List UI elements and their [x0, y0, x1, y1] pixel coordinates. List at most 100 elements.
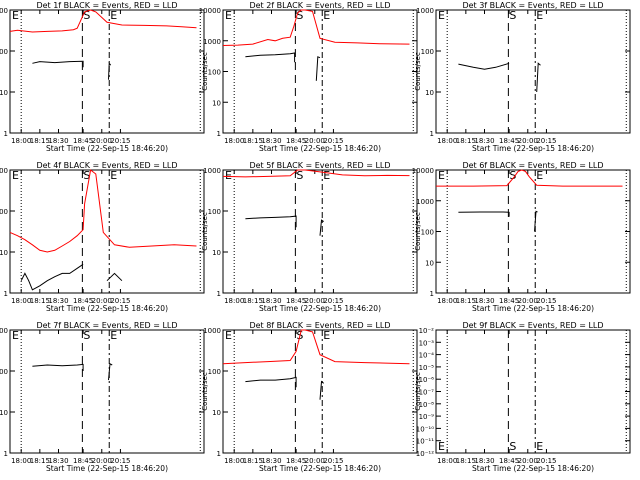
series-line: [245, 376, 297, 388]
x-tick-label: 18:15: [30, 137, 50, 145]
x-tick-label: 20:00: [518, 297, 538, 305]
series-line: [20, 263, 84, 291]
x-tick-label: 18:00: [11, 457, 31, 465]
marker-letter: E: [225, 169, 232, 182]
x-tick-label: 18:30: [474, 457, 494, 465]
panel-5: Det 5f BLACK = Events, RED = LLD Counts/s…: [201, 161, 418, 313]
marker-letter: S: [509, 9, 516, 22]
x-tick-label: 18:45: [286, 297, 306, 305]
marker-letter: S: [83, 9, 90, 22]
x-axis-label: Start Time (22-Sep-15 18:46:20): [259, 464, 381, 473]
y-tick-label: 100: [0, 48, 8, 56]
y-tick-label: 10⁻⁸: [419, 401, 435, 409]
plot-frame: [435, 329, 631, 454]
panel-title: Det 7f BLACK = Events, RED = LLD: [36, 321, 177, 330]
x-tick-label: 18:45: [73, 457, 93, 465]
y-tick-label: 100: [421, 48, 434, 56]
y-tick-label: 1: [430, 290, 434, 298]
marker-letter: E: [536, 9, 543, 22]
x-tick-label: 18:00: [224, 457, 244, 465]
x-tick-label: 18:30: [261, 297, 281, 305]
y-tick-label: 10⁻⁴: [419, 352, 435, 360]
y-axis-label: Counts/sec: [201, 212, 209, 251]
y-tick-label: 1000: [203, 167, 221, 175]
x-tick-label: 20:00: [92, 457, 112, 465]
y-tick-label: 10⁻⁵: [419, 364, 435, 372]
series-line: [108, 362, 113, 381]
x-tick-label: 18:15: [30, 297, 50, 305]
x-tick-label: 20:00: [92, 137, 112, 145]
x-tick-label: 18:00: [11, 137, 31, 145]
x-axis-label: Start Time (22-Sep-15 18:46:20): [46, 144, 168, 153]
y-tick-label: 10⁻¹⁰: [416, 425, 434, 433]
x-tick-label: 18:45: [286, 457, 306, 465]
plot-frame: [9, 169, 205, 294]
panel-title: Det 1f BLACK = Events, RED = LLD: [36, 1, 177, 10]
y-tick-label: 1: [4, 130, 8, 138]
panel-title: Det 5f BLACK = Events, RED = LLD: [249, 161, 390, 170]
x-tick-label: 18:30: [474, 297, 494, 305]
y-tick-label: 10⁻¹²: [416, 450, 434, 458]
panel-6: Det 6f BLACK = Events, RED = LLD Counts/s…: [412, 161, 631, 313]
x-tick-label: 20:15: [323, 297, 343, 305]
series-line: [315, 56, 321, 81]
marker-letter: S: [83, 169, 90, 182]
x-tick-label: 20:00: [305, 297, 325, 305]
y-tick-label: 10⁻¹¹: [416, 438, 434, 446]
x-tick-label: 18:45: [73, 297, 93, 305]
x-tick-label: 18:30: [261, 137, 281, 145]
x-tick-label: 18:15: [456, 297, 476, 305]
marker-letter: E: [536, 169, 543, 182]
y-tick-label: 100: [208, 368, 221, 376]
y-tick-label: 1: [4, 290, 8, 298]
x-axis-label: Start Time (22-Sep-15 18:46:20): [472, 144, 594, 153]
y-tick-label: 1: [217, 450, 221, 458]
y-axis-label: Counts/sec: [414, 52, 422, 91]
y-tick-label: 10⁻⁷: [419, 389, 435, 397]
marker-letter: E: [225, 9, 232, 22]
x-tick-label: 18:30: [48, 137, 68, 145]
x-tick-label: 18:45: [499, 137, 519, 145]
marker-letter: E: [12, 9, 19, 22]
marker-letter: E: [323, 9, 330, 22]
series-line: [9, 169, 197, 253]
x-tick-label: 18:30: [261, 457, 281, 465]
panel-title: Det 6f BLACK = Events, RED = LLD: [462, 161, 603, 170]
panel-1: Det 1f BLACK = Events, RED = LLDCounts/s…: [0, 1, 205, 153]
y-tick-label: 10: [212, 99, 221, 107]
y-axis-label: Counts/sec: [201, 52, 209, 91]
x-axis-label: Start Time (22-Sep-15 18:46:20): [472, 464, 594, 473]
y-tick-label: 10⁻³: [419, 339, 435, 347]
x-tick-label: 20:15: [536, 137, 556, 145]
marker-letter: S: [509, 440, 516, 453]
marker-letter: E: [438, 169, 445, 182]
y-tick-label: 10⁻⁶: [419, 376, 435, 384]
y-tick-label: 10⁻²: [419, 327, 435, 335]
y-tick-label: 1000: [0, 327, 8, 335]
y-tick-label: 10: [425, 259, 434, 267]
plot-frame: [435, 169, 631, 294]
plot-frame: [222, 9, 418, 134]
x-tick-label: 20:15: [110, 137, 130, 145]
x-axis-label: Start Time (22-Sep-15 18:46:20): [46, 304, 168, 313]
y-tick-label: 10: [0, 249, 8, 257]
series-line: [222, 329, 410, 365]
y-axis-label: Counts/sec: [414, 372, 422, 411]
plot-frame: [222, 329, 418, 454]
x-tick-label: 20:00: [305, 457, 325, 465]
series-line: [32, 363, 84, 371]
series-line: [536, 62, 541, 93]
x-tick-label: 20:15: [536, 457, 556, 465]
series-line: [222, 9, 410, 46]
x-axis-label: Start Time (22-Sep-15 18:46:20): [472, 304, 594, 313]
y-tick-label: 1: [4, 450, 8, 458]
panel-title: Det 4f BLACK = Events, RED = LLD: [36, 161, 177, 170]
y-tick-label: 100: [0, 208, 8, 216]
panel-3: Det 3f BLACK = Events, RED = LLD Counts/s…: [414, 1, 631, 153]
y-tick-label: 1000: [416, 198, 434, 206]
x-tick-label: 18:30: [48, 297, 68, 305]
plot-frame: [9, 329, 205, 454]
x-tick-label: 20:15: [536, 297, 556, 305]
marker-letter: E: [323, 169, 330, 182]
y-tick-label: 10: [212, 249, 221, 257]
